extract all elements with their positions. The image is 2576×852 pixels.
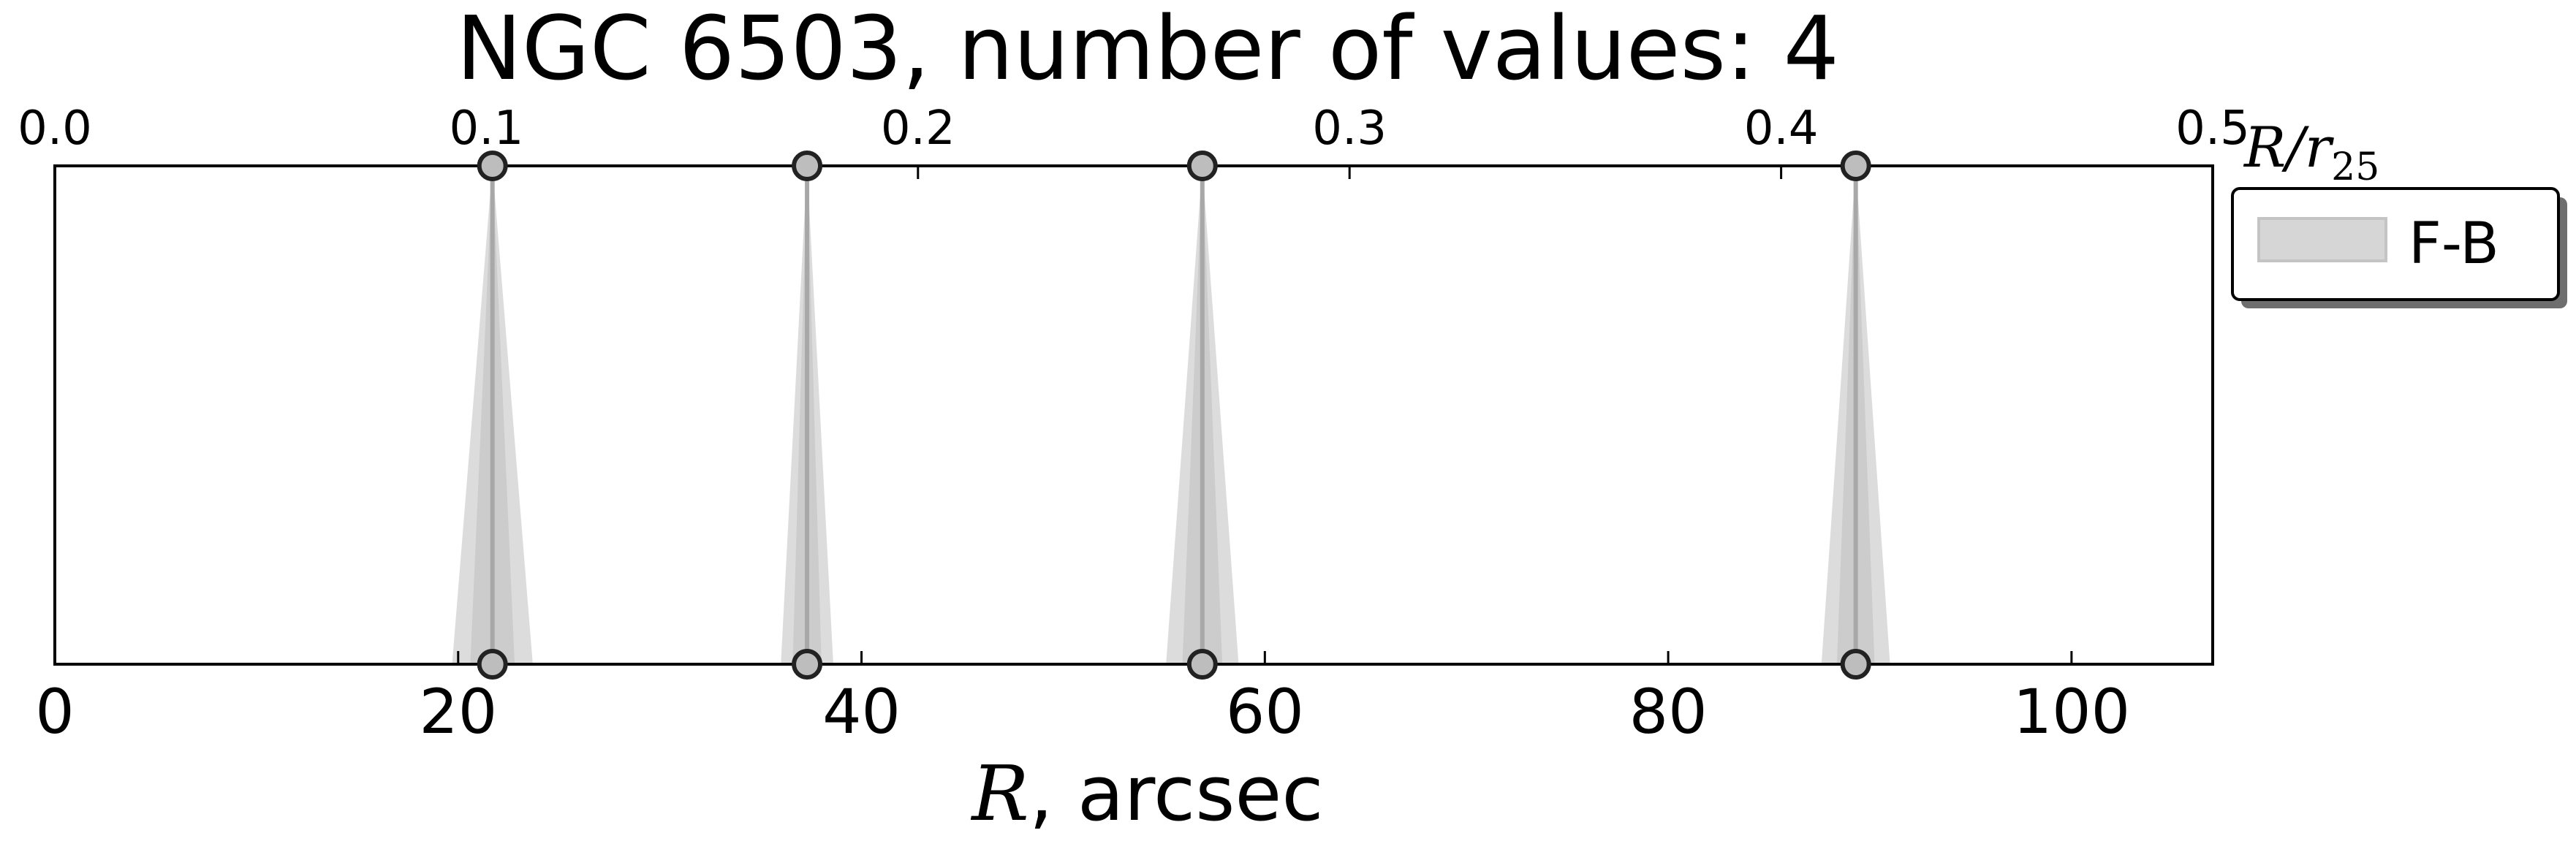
data-point-top (1186, 151, 1218, 181)
top-tick-label: 0.4 (1744, 102, 1819, 156)
top-tick-label: 0.1 (450, 102, 524, 156)
legend: F-B (2231, 187, 2567, 308)
top-axis-label-var: R/r (2243, 115, 2335, 180)
top-axis: 0.0 0.1 0.2 0.3 0.4 0.5 (18, 102, 2250, 179)
bottom-axis: 0 20 40 60 80 100 (35, 651, 2130, 748)
legend-label: F-B (2409, 211, 2499, 277)
x-tick-label: 20 (419, 676, 497, 748)
x-tick-label: 80 (1629, 676, 1708, 748)
x-axis-label-unit: , arcsec (1029, 749, 1324, 838)
legend-swatch (2257, 217, 2387, 262)
data-point-bottom (792, 649, 823, 680)
top-tick-label: 0.3 (1312, 102, 1387, 156)
error-bands (452, 166, 1890, 664)
x-tick-label: 40 (822, 676, 901, 748)
data-point-bottom (1186, 649, 1218, 680)
data-point-top (1840, 151, 1871, 181)
x-axis-label-var: R (970, 749, 1028, 838)
x-tick-label: 60 (1226, 676, 1304, 748)
x-tick-label: 0 (35, 676, 74, 748)
top-tick-label: 0.5 (2175, 102, 2250, 156)
top-axis-label: R/r25 (2243, 115, 2379, 189)
legend-box (2231, 187, 2560, 301)
data-point-top (792, 151, 823, 181)
data-points (477, 151, 1871, 680)
top-tick-label: 0.0 (18, 102, 92, 156)
top-axis-label-sub: 25 (2331, 145, 2379, 189)
top-tick-label: 0.2 (881, 102, 955, 156)
data-point-bottom (477, 649, 508, 680)
data-point-bottom (1840, 649, 1871, 680)
x-axis-label: R, arcsec (970, 749, 1323, 838)
chart-title: NGC 6503, number of values: 4 (456, 0, 1839, 100)
plot-frame (53, 164, 2214, 666)
x-tick-label: 100 (2013, 676, 2130, 748)
data-point-top (477, 151, 508, 181)
